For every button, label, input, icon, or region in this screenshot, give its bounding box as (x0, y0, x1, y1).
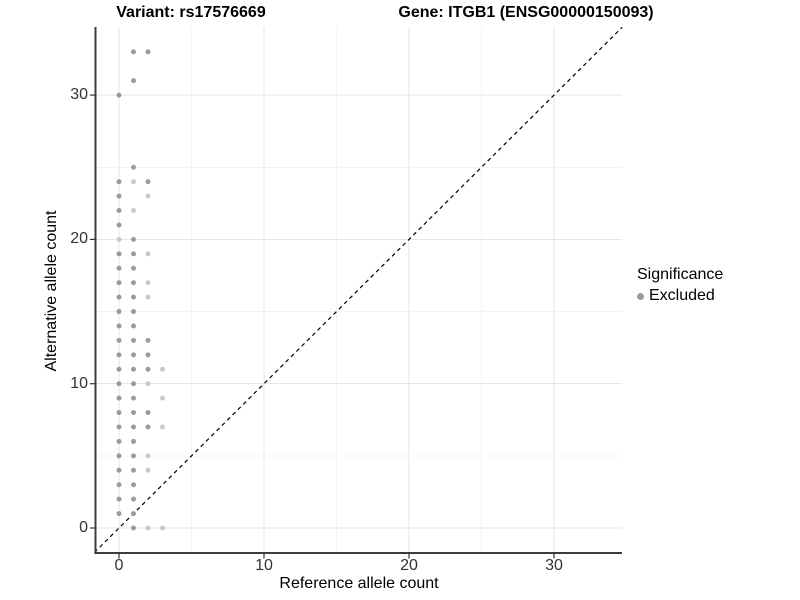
data-point (145, 337, 151, 343)
data-point (116, 438, 122, 444)
data-point (116, 309, 122, 315)
data-point (131, 265, 136, 271)
data-point (131, 323, 136, 329)
data-point (131, 482, 136, 488)
data-point (116, 251, 122, 257)
data-point (131, 424, 136, 430)
legend: Significance Excluded (637, 266, 723, 305)
data-point (131, 525, 136, 531)
legend-item-label: Excluded (649, 287, 715, 304)
data-point (131, 366, 136, 372)
data-point (131, 236, 136, 242)
data-point (116, 395, 122, 401)
y-tick-label: 10 (70, 374, 88, 392)
data-point (145, 352, 151, 358)
data-point (116, 280, 122, 286)
data-point (131, 164, 136, 170)
y-tick-label: 20 (70, 230, 88, 248)
data-point (145, 467, 151, 473)
data-point (145, 424, 151, 430)
data-point (131, 78, 136, 84)
data-point (131, 496, 136, 502)
data-point (160, 395, 165, 401)
data-point (116, 381, 122, 387)
plot-title-gene: Gene: ITGB1 (ENSG00000150093) (398, 4, 654, 21)
data-point (145, 525, 151, 531)
data-point (131, 49, 136, 55)
data-point (116, 453, 122, 459)
data-point (145, 453, 151, 459)
data-point (116, 208, 122, 214)
data-point (116, 337, 122, 343)
data-point (131, 309, 136, 315)
data-point (145, 49, 151, 55)
data-point (116, 222, 122, 228)
data-point (145, 179, 151, 185)
x-tick-label: 0 (114, 557, 124, 574)
data-point (145, 381, 151, 387)
data-point (145, 280, 151, 286)
data-point (131, 410, 136, 416)
x-axis-title: Reference allele count (279, 575, 439, 592)
data-point (116, 294, 122, 300)
data-point (131, 352, 136, 358)
data-point (116, 323, 122, 329)
identity-reference-line (93, 26, 623, 553)
data-point (116, 236, 122, 242)
legend-item-excluded: Excluded (637, 287, 723, 305)
data-point (160, 525, 165, 531)
data-point (131, 381, 136, 387)
data-point (145, 410, 151, 416)
data-point (145, 251, 151, 257)
data-point (145, 294, 151, 300)
data-point (131, 438, 136, 444)
data-point (131, 511, 136, 517)
data-point (131, 251, 136, 257)
data-point (131, 294, 136, 300)
data-point (116, 467, 122, 473)
data-point (116, 179, 122, 185)
data-point (116, 410, 122, 416)
data-point (131, 179, 136, 185)
data-point (131, 280, 136, 286)
data-point (131, 453, 136, 459)
x-tick-label: 30 (545, 557, 563, 574)
data-point (116, 193, 122, 199)
x-tick-label: 20 (400, 557, 418, 574)
data-point (145, 193, 151, 199)
data-point (160, 366, 165, 372)
x-tick-label: 10 (255, 557, 273, 574)
data-point (116, 424, 122, 430)
data-point (131, 467, 136, 473)
data-point (116, 482, 122, 488)
data-point (116, 265, 122, 271)
data-point (160, 424, 165, 430)
data-point (131, 208, 136, 214)
data-point (131, 337, 136, 343)
data-point (116, 496, 122, 502)
legend-point-icon (637, 292, 644, 300)
data-point (116, 366, 122, 372)
plot-title-variant: Variant: rs17576669 (116, 4, 266, 21)
y-tick-label: 0 (79, 519, 88, 536)
data-point (116, 511, 122, 517)
data-point (131, 395, 136, 401)
y-tick-label: 30 (70, 86, 88, 104)
data-point (145, 366, 151, 372)
data-point (116, 352, 122, 358)
data-point (116, 92, 122, 98)
legend-title: Significance (637, 266, 724, 283)
